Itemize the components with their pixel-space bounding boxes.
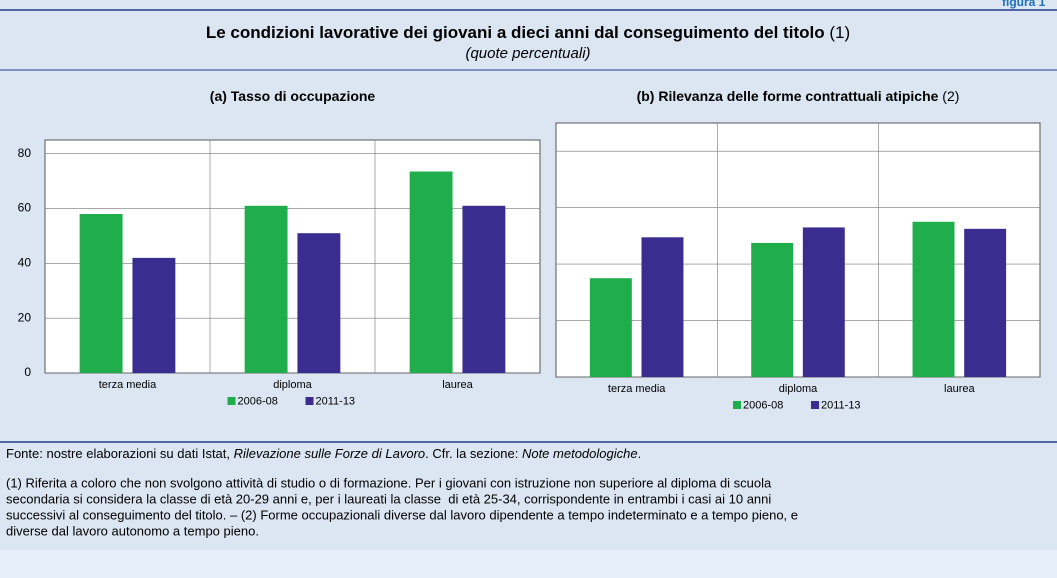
bar xyxy=(751,242,794,377)
bar xyxy=(244,205,288,373)
source-text: Note metodologiche xyxy=(522,446,638,461)
legend-swatch xyxy=(227,397,236,405)
bar xyxy=(79,214,123,373)
title-main: Le condizioni lavorative dei giovani a d… xyxy=(206,23,825,42)
chart-title-main: (a) Tasso di occupazione xyxy=(210,88,376,104)
y-tick-label: 60 xyxy=(18,201,32,215)
source-text: Fonte: nostre elaborazioni su dati Istat… xyxy=(6,446,234,461)
x-tick-label: diploma xyxy=(273,379,312,391)
figure-title: Le condizioni lavorative dei giovani a d… xyxy=(206,23,850,42)
legend-label: 2006-08 xyxy=(238,395,278,407)
source: Fonte: nostre elaborazioni su dati Istat… xyxy=(6,446,641,461)
x-tick-label: terza media xyxy=(608,383,666,395)
legend-label: 2011-13 xyxy=(316,395,356,407)
figure-label: figura 1 xyxy=(1002,0,1046,9)
source-text: Rilevazione sulle Forze di Lavoro xyxy=(234,446,425,461)
legend-swatch xyxy=(811,401,819,409)
note-line: successivi al conseguimento del titolo. … xyxy=(6,507,798,522)
chart-title-note: (2) xyxy=(942,88,959,104)
y-tick-label: 80 xyxy=(18,146,32,160)
bar xyxy=(297,233,341,373)
bar xyxy=(802,227,845,377)
bar xyxy=(641,237,684,377)
legend-swatch xyxy=(733,401,741,409)
footer-band xyxy=(0,550,1057,578)
bar xyxy=(462,205,506,373)
source-text: . xyxy=(638,446,642,461)
figure-subtitle: (quote percentuali) xyxy=(465,45,590,62)
bar xyxy=(964,228,1007,377)
x-tick-label: laurea xyxy=(442,379,473,391)
bar xyxy=(912,221,955,377)
legend-label: 2011-13 xyxy=(821,399,861,411)
plot-area xyxy=(555,122,1041,378)
x-tick-label: terza media xyxy=(99,379,157,391)
chart-title-main: (b) Rilevanza delle forme contrattuali a… xyxy=(637,88,939,104)
note-line: (1) Riferita a coloro che non svolgono a… xyxy=(6,475,772,490)
y-tick-label: 20 xyxy=(18,310,32,324)
y-tick-label: 40 xyxy=(18,256,32,270)
plot-area xyxy=(44,139,541,374)
x-tick-label: diploma xyxy=(779,383,818,395)
chart-title: (a) Tasso di occupazione xyxy=(210,88,376,104)
bar xyxy=(589,278,632,377)
bar xyxy=(409,171,453,373)
bar xyxy=(132,257,176,373)
note-line: secondaria si considera la classe di età… xyxy=(6,491,771,506)
legend-label: 2006-08 xyxy=(743,399,783,411)
chart-title: (b) Rilevanza delle forme contrattuali a… xyxy=(637,88,960,104)
y-tick-label: 0 xyxy=(24,365,31,379)
legend-swatch xyxy=(305,397,314,405)
source-text: . Cfr. la sezione: xyxy=(425,446,522,461)
note-line: diverse dal lavoro autonomo a tempo pien… xyxy=(6,523,259,538)
title-note: (1) xyxy=(829,23,850,42)
x-tick-label: laurea xyxy=(944,383,975,395)
